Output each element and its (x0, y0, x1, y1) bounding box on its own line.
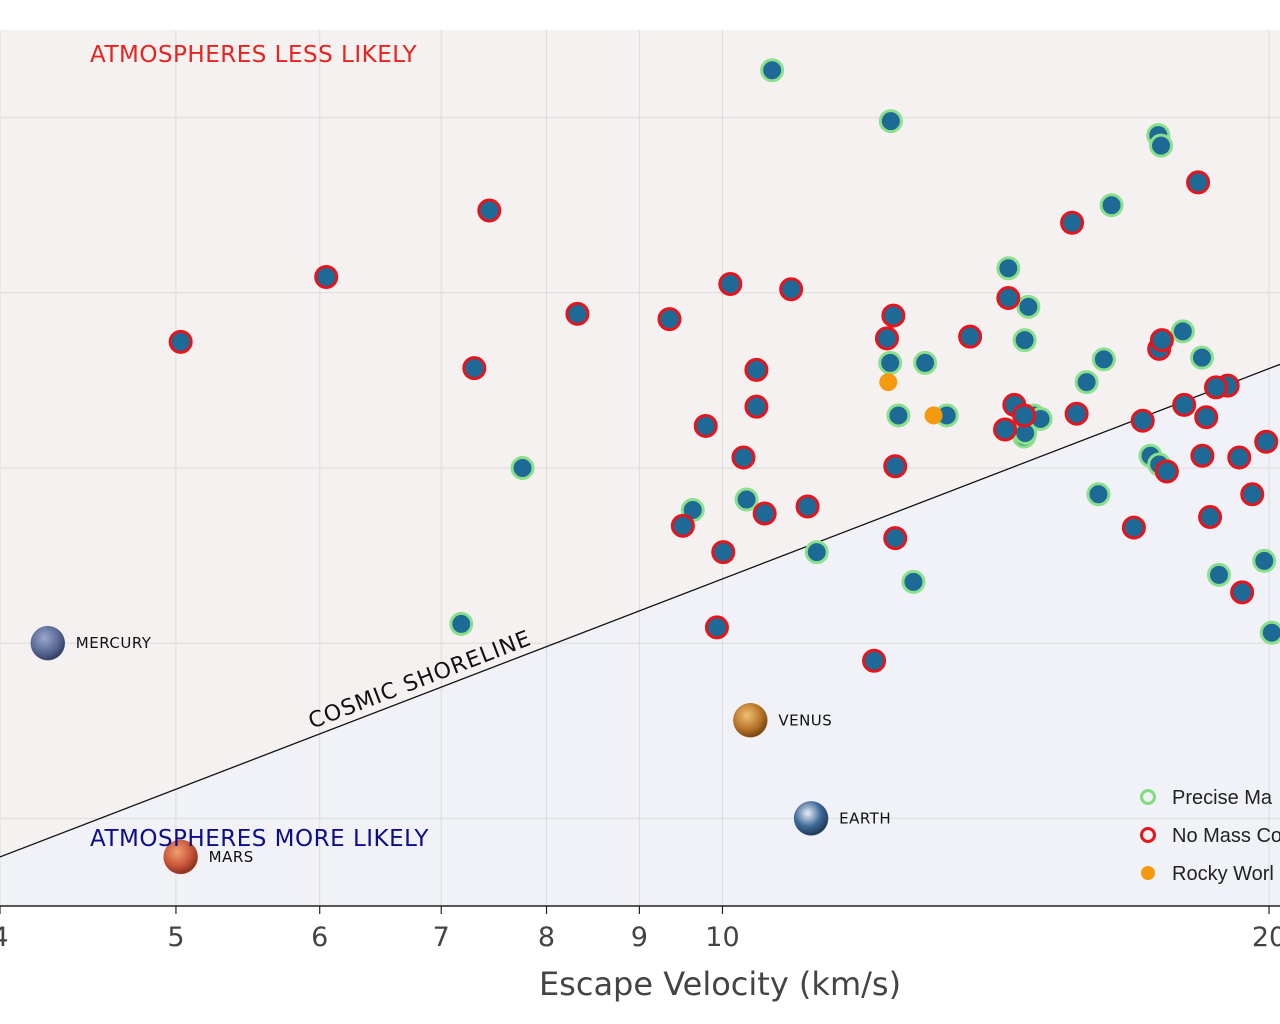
scatter-point (996, 256, 1021, 281)
planet-earth-icon (793, 801, 829, 836)
scatter-point (477, 198, 502, 223)
scatter-point (924, 406, 943, 425)
scatter-point (1091, 347, 1116, 372)
legend-marker (1140, 827, 1156, 843)
scatter-point (1099, 193, 1124, 218)
scatter-point (879, 373, 898, 392)
scatter-point (1086, 482, 1111, 507)
x-tick-label: 20 (1252, 922, 1280, 953)
planet-mercury-icon (30, 625, 66, 661)
scatter-point (779, 277, 804, 302)
scatter-point (795, 494, 820, 519)
scatter-point (993, 417, 1018, 442)
scatter-point (731, 445, 756, 470)
planet-mars-icon (163, 839, 198, 875)
planet-earth-label: EARTH (839, 809, 891, 827)
scatter-point (744, 394, 769, 419)
scatter-point (752, 501, 777, 526)
x-tick-label: 6 (311, 922, 328, 953)
scatter-point (881, 303, 906, 328)
x-tick-label: 5 (167, 922, 184, 953)
scatter-point (1230, 580, 1255, 605)
scatter-point (449, 611, 474, 636)
scatter-point (1012, 328, 1037, 353)
scatter-point (1121, 515, 1146, 540)
scatter-point (314, 265, 339, 290)
scatter-point (874, 326, 899, 351)
scatter-point (1130, 408, 1155, 433)
x-tick-label: 9 (631, 922, 648, 953)
scatter-point (1149, 133, 1174, 158)
planet-mercury-label: MERCURY (76, 634, 152, 652)
scatter-point (886, 403, 911, 428)
scatter-point (1189, 345, 1214, 370)
planet-venus-label: VENUS (778, 711, 832, 729)
legend-marker (1141, 866, 1155, 880)
scatter-point (1206, 562, 1231, 587)
scatter-point (744, 357, 769, 382)
scatter-point (1060, 210, 1085, 235)
scatter-point (1190, 443, 1215, 468)
x-tick-label: 8 (538, 922, 555, 953)
scatter-point (462, 356, 487, 381)
scatter-point (1204, 375, 1229, 400)
scatter-point (1198, 505, 1223, 530)
scatter-point (734, 487, 759, 512)
scatter-point (1064, 401, 1089, 426)
scatter-point (718, 272, 743, 297)
scatter-point (883, 526, 908, 551)
scatter-point (1016, 294, 1041, 319)
scatter-point (1194, 405, 1219, 430)
scatter-point (510, 456, 535, 480)
scatter-point (1154, 459, 1179, 484)
scatter-point (1227, 445, 1252, 470)
scatter-point (693, 413, 718, 438)
scatter-point (878, 109, 903, 134)
scatter-point (1170, 319, 1195, 344)
scatter-point (862, 648, 887, 673)
scatter-point (878, 350, 903, 375)
scatter-point (913, 350, 938, 375)
scatter-point (958, 324, 983, 349)
scatter-point (1172, 392, 1197, 417)
data-points (168, 58, 1280, 673)
legend-marker (1140, 789, 1156, 805)
scatter-point (1186, 170, 1211, 195)
solar-system-planets: MERCURY MARS VENUS EARTH (30, 625, 891, 875)
scatter-point (1254, 429, 1279, 454)
scatter-point (804, 540, 829, 565)
legend: Precise Ma No Mass Co Rocky Worl (1140, 787, 1280, 885)
scatter-point (711, 540, 736, 565)
x-tick-label: 7 (433, 922, 450, 953)
scatter-point (1259, 620, 1280, 645)
scatter-point (760, 58, 785, 83)
legend-label: Precise Ma (1172, 787, 1273, 809)
scatter-point (565, 301, 590, 326)
x-axis-ticks: 4 5 6 7 8 9 10 20 (0, 906, 1280, 953)
scatter-point (1149, 328, 1174, 353)
scatter-point (1012, 403, 1037, 428)
scatter-point (883, 454, 908, 479)
x-tick-label: 10 (705, 922, 739, 953)
gridlines (0, 30, 1280, 906)
scatter-point (657, 307, 682, 332)
legend-label: Rocky Worl (1172, 863, 1274, 885)
scatter-point (1240, 482, 1265, 507)
scatter-point (901, 569, 926, 594)
x-tick-label: 4 (0, 922, 9, 953)
x-axis-title: Escape Velocity (km/s) (539, 965, 901, 1003)
scatter-point (996, 286, 1021, 311)
planet-mars-label: MARS (209, 848, 254, 866)
legend-label: No Mass Co (1172, 825, 1280, 847)
scatter-point (704, 615, 729, 640)
scatter-point (1074, 370, 1099, 395)
lower-region-label: ATMOSPHERES MORE LIKELY (90, 826, 429, 852)
scatter-point (168, 329, 193, 354)
planet-venus-icon (733, 703, 768, 738)
cosmic-shoreline (0, 363, 1280, 858)
upper-region-label: ATMOSPHERES LESS LIKELY (90, 42, 417, 68)
scatter-point (1252, 548, 1277, 573)
scatter-point (670, 513, 695, 538)
